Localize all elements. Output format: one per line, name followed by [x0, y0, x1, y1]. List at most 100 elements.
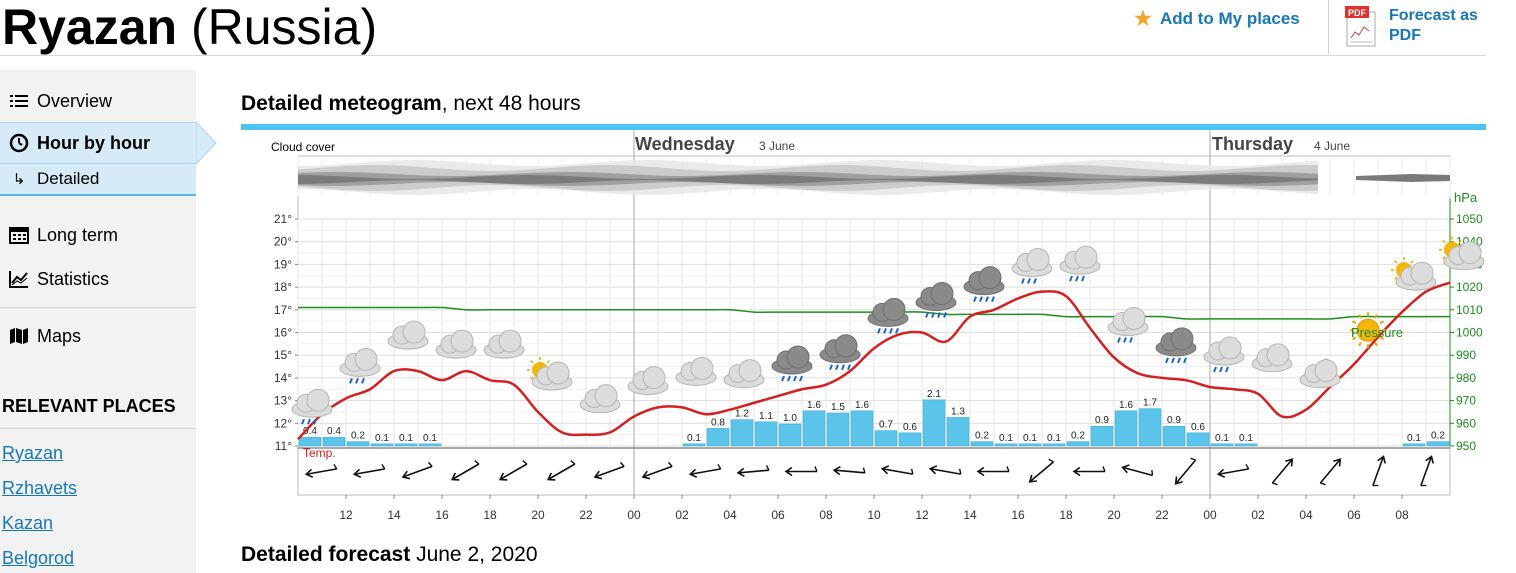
- temperature-tick-label: 13°: [274, 394, 292, 408]
- meteogram-heading-rest: , next 48 hours: [441, 92, 581, 115]
- raindrop: [1021, 278, 1025, 284]
- raindrop: [1117, 337, 1121, 343]
- wind-arrow-icon: [498, 460, 528, 481]
- relevant-places-heading: RELEVANT PLACES: [2, 396, 176, 416]
- chart-icon: [8, 270, 30, 288]
- wind-arrow-head: [784, 466, 793, 477]
- sidebar-item-detailed[interactable]: ↳ Detailed: [0, 164, 196, 196]
- pressure-tick-label: 1000: [1456, 326, 1483, 340]
- wind-arrow-head: [641, 470, 651, 480]
- pressure-tick-label: 1010: [1456, 303, 1483, 317]
- sun-ray: [1358, 314, 1362, 319]
- sidebar-item-label: Hour by hour: [37, 132, 150, 153]
- x-tick-label: 20: [531, 508, 545, 522]
- raindrop: [1177, 357, 1181, 364]
- sun-ray: [530, 376, 534, 380]
- rain-cloud-icon: [1107, 306, 1149, 343]
- wind-arrow-shaft: [548, 463, 576, 480]
- wind-arrow-icon: [1028, 458, 1055, 483]
- raindrop: [1129, 337, 1133, 343]
- wind-arrow-barb: [474, 460, 480, 465]
- sidebar-item-maps[interactable]: Maps: [0, 324, 196, 348]
- meteogram-heading-bold: Detailed meteogram: [241, 92, 442, 115]
- raindrop: [841, 364, 845, 371]
- sub-arrow-icon: ↳: [12, 171, 26, 188]
- wind-row: [298, 447, 1450, 487]
- wind-arrow-barb: [1372, 484, 1379, 487]
- wind-arrow-head: [1174, 476, 1183, 485]
- precipitation-bar: [394, 443, 418, 447]
- wind-arrow-icon: [593, 461, 625, 480]
- precipitation-bar: [1426, 441, 1450, 447]
- wind-arrow-icon: [1319, 458, 1342, 486]
- wind-arrow-head: [976, 466, 985, 477]
- rain-dark-cloud-icon: [963, 266, 1005, 302]
- wind-arrow-barb: [1245, 463, 1250, 470]
- wind-arrow-head: [832, 465, 841, 476]
- sidebar-item-hour-by-hour[interactable]: Hour by hour: [0, 122, 196, 164]
- wind-arrow-icon: [546, 460, 576, 481]
- country-name: (Russia): [190, 0, 378, 55]
- wind-arrow-barb: [1151, 469, 1154, 476]
- pdf-label-line1: Forecast as: [1389, 7, 1478, 24]
- raindrop: [979, 296, 983, 302]
- raindrop: [1213, 366, 1217, 373]
- sun-ray: [1379, 336, 1385, 341]
- detailed-forecast-heading: Detailed forecast June 2, 2020: [241, 543, 538, 567]
- forecast-pdf-button[interactable]: PDF Forecast as PDF: [1328, 0, 1487, 54]
- wind-arrow-head: [304, 468, 314, 478]
- add-to-my-places-button[interactable]: ★ Add to My places: [1134, 9, 1300, 29]
- rain-cloud-icon: [291, 388, 333, 425]
- wind-arrow-icon: [641, 461, 673, 480]
- precipitation-bar: [346, 441, 370, 447]
- wind-arrow-shaft: [1219, 468, 1249, 475]
- raindrop: [1183, 357, 1187, 364]
- x-tick-label: 04: [1299, 508, 1313, 522]
- wind-arrow-shaft: [1372, 457, 1384, 486]
- rain-cloud-icon: [1203, 336, 1245, 373]
- precipitation-bar: [1162, 425, 1186, 447]
- x-tick-label: 08: [1395, 508, 1409, 522]
- x-tick-label: 02: [1251, 508, 1265, 522]
- rain-dark-cloud-icon: [867, 297, 909, 334]
- wind-arrow-icon: [401, 461, 433, 480]
- page-title: Ryazan (Russia): [2, 0, 377, 56]
- raindrop: [973, 296, 977, 302]
- raindrop: [895, 328, 899, 334]
- wind-arrow-shaft: [355, 468, 385, 475]
- sun-ray: [1442, 239, 1446, 244]
- precipitation-bar: [898, 432, 922, 447]
- wind-arrow-head: [1028, 474, 1037, 483]
- precipitation-value-label: 0.2: [1071, 431, 1085, 442]
- wind-arrow-barb: [1102, 466, 1106, 472]
- precipitation-bar: [298, 436, 322, 447]
- x-tick-label: 00: [627, 508, 641, 522]
- relevant-place-link[interactable]: Rzhavets: [2, 478, 78, 498]
- relevant-place-link[interactable]: Belgorod: [2, 548, 75, 568]
- wind-arrow-head: [401, 470, 411, 480]
- wind-arrow-head: [498, 472, 508, 481]
- precipitation-bar: [1066, 441, 1090, 447]
- wind-arrow-icon: [832, 465, 866, 476]
- precipitation-value-label: 0.1: [1407, 433, 1421, 444]
- x-tick-label: 02: [675, 508, 689, 522]
- precipitation-value-label: 1.3: [951, 406, 965, 417]
- raindrop: [1225, 366, 1229, 373]
- wind-arrow-head: [1285, 458, 1294, 467]
- meteogram-heading: Detailed meteogram, next 48 hours: [241, 92, 581, 116]
- relevant-place-link[interactable]: Ryazan: [2, 443, 64, 463]
- relevant-place-link[interactable]: Kazan: [2, 513, 54, 533]
- precipitation-value-label: 0.2: [975, 431, 989, 442]
- raindrop: [943, 312, 947, 318]
- precipitation-value-label: 1.7: [1143, 398, 1157, 409]
- partly-cloudy-sun-icon: [1439, 236, 1485, 271]
- precipitation-value-label: 1.1: [759, 411, 773, 422]
- sidebar-item-statistics[interactable]: Statistics: [0, 267, 196, 291]
- sidebar-divider: [0, 307, 196, 308]
- precipitation-value-label: 1.6: [855, 400, 869, 411]
- sidebar-item-overview[interactable]: Overview: [0, 90, 196, 112]
- sidebar-item-long-term[interactable]: Long term: [0, 223, 196, 247]
- raindrop: [829, 364, 833, 371]
- wind-arrow-barb: [1272, 482, 1278, 486]
- calendar-icon: [8, 226, 30, 244]
